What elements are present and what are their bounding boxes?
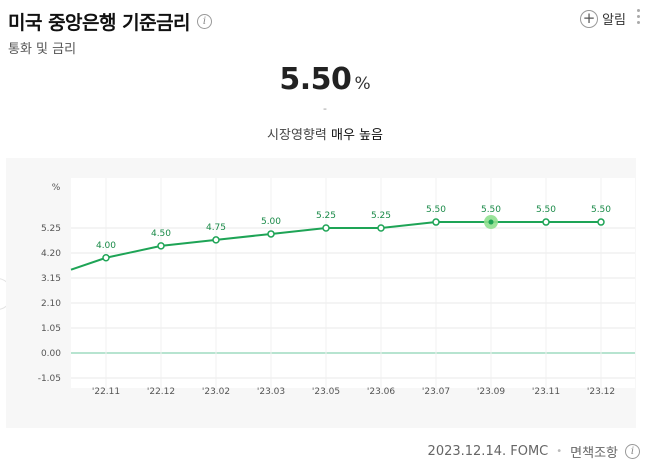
y-unit-label: % [52,183,61,193]
data-point [542,218,550,226]
y-tick-label: 1.05 [41,324,61,334]
category-subtitle: 통화 및 금리 [8,42,77,57]
data-label: 5.50 [591,205,611,215]
data-label: 4.50 [151,229,171,239]
y-tick-label: -1.05 [38,374,61,384]
rate-chart: % 5.25 4.20 3.15 2.10 1.05 0.00 -1.05 '22.11 '22.… [38,178,635,397]
x-tick-label: '23.03 [257,387,285,397]
data-point [597,218,605,226]
y-tick-label: 0.00 [41,349,61,359]
data-label: 4.00 [96,241,116,251]
page-title: 미국 중앙은행 기준금리 [8,12,191,34]
data-label: 5.25 [316,211,336,221]
title-row: 미국 중앙은행 기준금리 i [8,8,213,35]
data-point [322,224,330,232]
x-tick-label: '23.07 [422,387,450,397]
data-point [212,236,220,244]
rate-unit: % [354,74,371,94]
info-icon[interactable]: i [197,14,213,29]
impact-label: 시장영향력 [267,128,327,143]
data-label: 5.00 [261,217,281,227]
data-label: 5.25 [371,211,391,221]
footer: 2023.12.14. FOMC • 면책조항 i [428,442,640,461]
data-label: 5.50 [426,205,446,215]
data-point [102,254,110,262]
current-rate: 5.50% [0,62,650,97]
data-label: 5.50 [536,205,556,215]
data-point [267,230,275,238]
x-tick-label: '23.02 [202,387,230,397]
more-icon[interactable] [636,9,642,27]
x-tick-label: '22.12 [147,387,175,397]
x-tick-label: '22.11 [92,387,120,397]
disclaimer-info-icon[interactable]: i [625,444,640,459]
x-tick-label: '23.12 [587,387,615,397]
data-point [377,224,385,232]
chart-container: % 5.25 4.20 3.15 2.10 1.05 0.00 -1.05 '22.11 '22.… [6,158,636,428]
y-tick-label: 3.15 [41,274,61,284]
x-tick-label: '23.11 [532,387,560,397]
alarm-label: 알림 [602,13,626,28]
market-impact: 시장영향력 매우 높음 [0,124,650,143]
y-tick-label: 2.10 [41,299,61,309]
x-tick-label: '23.09 [477,387,506,397]
impact-level: 매우 높음 [330,128,383,143]
separator-dot: • [556,446,563,457]
data-point [432,218,440,226]
data-point [157,242,165,250]
data-point [488,219,494,225]
source-text: 2023.12.14. FOMC [427,444,549,459]
x-tick-label: '23.06 [367,387,396,397]
plus-icon: + [580,9,599,28]
data-label: 5.50 [481,205,501,215]
y-tick-label: 5.25 [41,224,61,234]
disclaimer-link[interactable]: 면책조항 [570,446,618,461]
y-tick-label: 4.20 [41,249,61,259]
rate-change: - [323,102,327,115]
alarm-button[interactable]: + 알림 [580,9,626,28]
data-label: 4.75 [206,223,226,233]
rate-value: 5.50 [279,62,352,97]
x-tick-label: '23.05 [312,387,340,397]
